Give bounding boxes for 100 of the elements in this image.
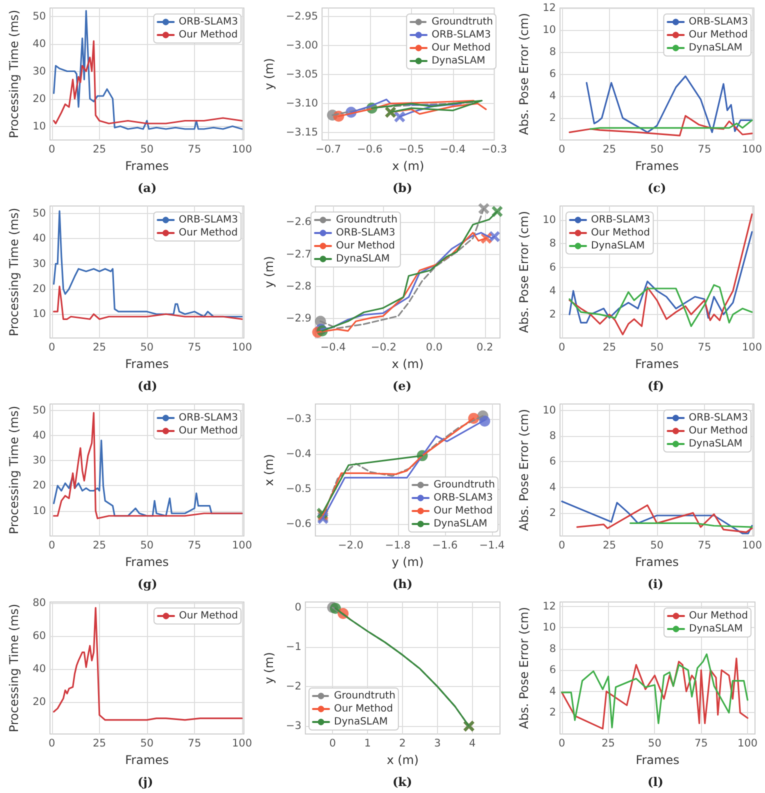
x-axis-title: x (m) [392, 158, 424, 173]
x-tick-label: 75 [698, 540, 712, 552]
y-tick-label: −3 [286, 720, 302, 732]
x-tick-label: 0 [48, 342, 56, 354]
y-tick-label: 20 [32, 696, 46, 708]
y-tick-label: 6 [549, 261, 556, 274]
x-tick-label: 25 [92, 342, 106, 354]
x-tick-label: 50 [140, 144, 154, 156]
y-tick-label: −2 [286, 680, 302, 693]
y-tick-label: −3.15 [286, 126, 318, 138]
legend-label: Our Method [178, 610, 238, 622]
legend-label: ORB-SLAM3 [336, 228, 396, 238]
x-tick-label: 100 [742, 342, 762, 354]
y-tick-label: −2.9 [286, 312, 312, 325]
x-axis-title: Frames [125, 752, 169, 767]
y-tick-label: 6 [549, 456, 556, 468]
y-axis-title: Processing Time (ms) [7, 406, 21, 534]
legend-label: Our Method [336, 240, 396, 252]
x-tick-label: −2.0 [338, 540, 364, 552]
x-tick-label: 75 [694, 738, 708, 750]
text: (c) [648, 181, 666, 195]
x-tick-label: 25 [602, 144, 616, 156]
legend-label: DynaSLAM [688, 624, 743, 634]
x-tick-label: 100 [738, 738, 758, 750]
y-tick-label: 8 [549, 642, 556, 655]
y-tick-label: 50 [32, 208, 46, 220]
x-tick-label: 4 [469, 738, 476, 750]
legend-label: Groundtruth [432, 16, 494, 28]
legend-label: DynaSLAM [432, 56, 486, 66]
x-tick-label: 100 [742, 540, 762, 552]
x-tick-label: −0.5 [398, 144, 424, 156]
x-tick-label: 100 [232, 738, 252, 750]
x-axis-title: Frames [125, 356, 169, 371]
x-tick-label: 50 [650, 540, 664, 552]
x-tick-label: 25 [602, 342, 616, 354]
x-tick-label: 0.2 [476, 342, 494, 354]
y-tick-label: 60 [32, 630, 46, 642]
legend-label: DynaSLAM [336, 254, 390, 264]
legend-label: DynaSLAM [434, 518, 488, 530]
x-tick-label: −0.7 [316, 144, 342, 156]
y-axis-title: y (m) [262, 58, 276, 90]
legend-label: DynaSLAM [688, 438, 742, 450]
y-tick-label: 8 [549, 430, 556, 442]
y-tick-label: 50 [32, 404, 46, 416]
legend-label: Our Method [178, 228, 238, 238]
x-tick-label: −1.6 [432, 540, 458, 552]
legend-label: ORB-SLAM3 [591, 214, 650, 226]
x-tick-label: 0 [558, 738, 566, 750]
legend-label: Our Method [432, 42, 491, 54]
x-tick-label: 25 [92, 144, 106, 156]
x-axis-title: Frames [635, 356, 679, 371]
y-tick-label: 40 [32, 38, 46, 50]
x-axis-title: Frames [636, 752, 680, 767]
x-tick-label: 100 [232, 144, 252, 156]
x-tick-label: 0 [48, 144, 56, 156]
x-tick-label: 25 [92, 738, 106, 750]
y-tick-label: −3.00 [286, 40, 318, 52]
x-tick-label: 0 [558, 144, 566, 156]
legend-label: Our Method [178, 426, 238, 436]
text: (i) [648, 577, 664, 591]
legend-label: ORB-SLAM3 [178, 214, 238, 226]
x-tick-label: 50 [648, 738, 662, 750]
x-tick-label: 25 [602, 540, 616, 552]
x-axis-title: Frames [125, 158, 169, 173]
legend-label: ORB-SLAM3 [178, 16, 238, 28]
y-axis-title: Processing Time (ms) [7, 604, 21, 732]
x-tick-label: 50 [650, 342, 664, 354]
y-tick-label: 4 [549, 284, 556, 297]
y-axis-title: Abs. Pose Error (cm) [517, 210, 531, 334]
y-tick-label: −3.05 [286, 68, 318, 81]
x-tick-label: 1 [364, 738, 371, 750]
x-tick-label: 50 [650, 144, 664, 156]
x-tick-label: −0.2 [370, 342, 396, 354]
y-tick-label: −2.95 [286, 10, 318, 23]
x-tick-label: −0.4 [440, 144, 466, 156]
legend-label: Our Method [688, 426, 748, 436]
y-tick-label: 30 [32, 454, 46, 467]
y-tick-label: 20 [32, 92, 46, 105]
y-tick-label: −2.6 [286, 216, 312, 228]
legend-label: ORB-SLAM3 [688, 412, 748, 424]
x-axis-title: x (m) [386, 752, 419, 767]
y-tick-label: 2 [549, 308, 556, 320]
y-tick-label: 20 [32, 480, 46, 492]
x-tick-label: 75 [188, 342, 202, 354]
x-tick-label: −0.3 [482, 144, 507, 156]
y-tick-label: 8 [549, 46, 556, 58]
y-tick-label: −0.3 [286, 413, 312, 426]
y-axis-title: Abs. Pose Error (cm) [517, 408, 531, 532]
y-tick-label: −2.7 [286, 248, 312, 260]
text: (a) [138, 181, 157, 195]
x-tick-label: 0 [558, 540, 566, 552]
text: (e) [392, 379, 412, 393]
y-tick-label: 4 [549, 90, 556, 102]
x-tick-label: 0 [329, 738, 336, 750]
legend-label: Our Method [688, 610, 748, 622]
y-tick-label: 50 [32, 10, 46, 22]
y-axis-title: x (m) [262, 454, 276, 486]
y-tick-label: 30 [32, 258, 46, 270]
y-tick-label: 30 [32, 65, 46, 78]
text: (f) [648, 379, 664, 393]
